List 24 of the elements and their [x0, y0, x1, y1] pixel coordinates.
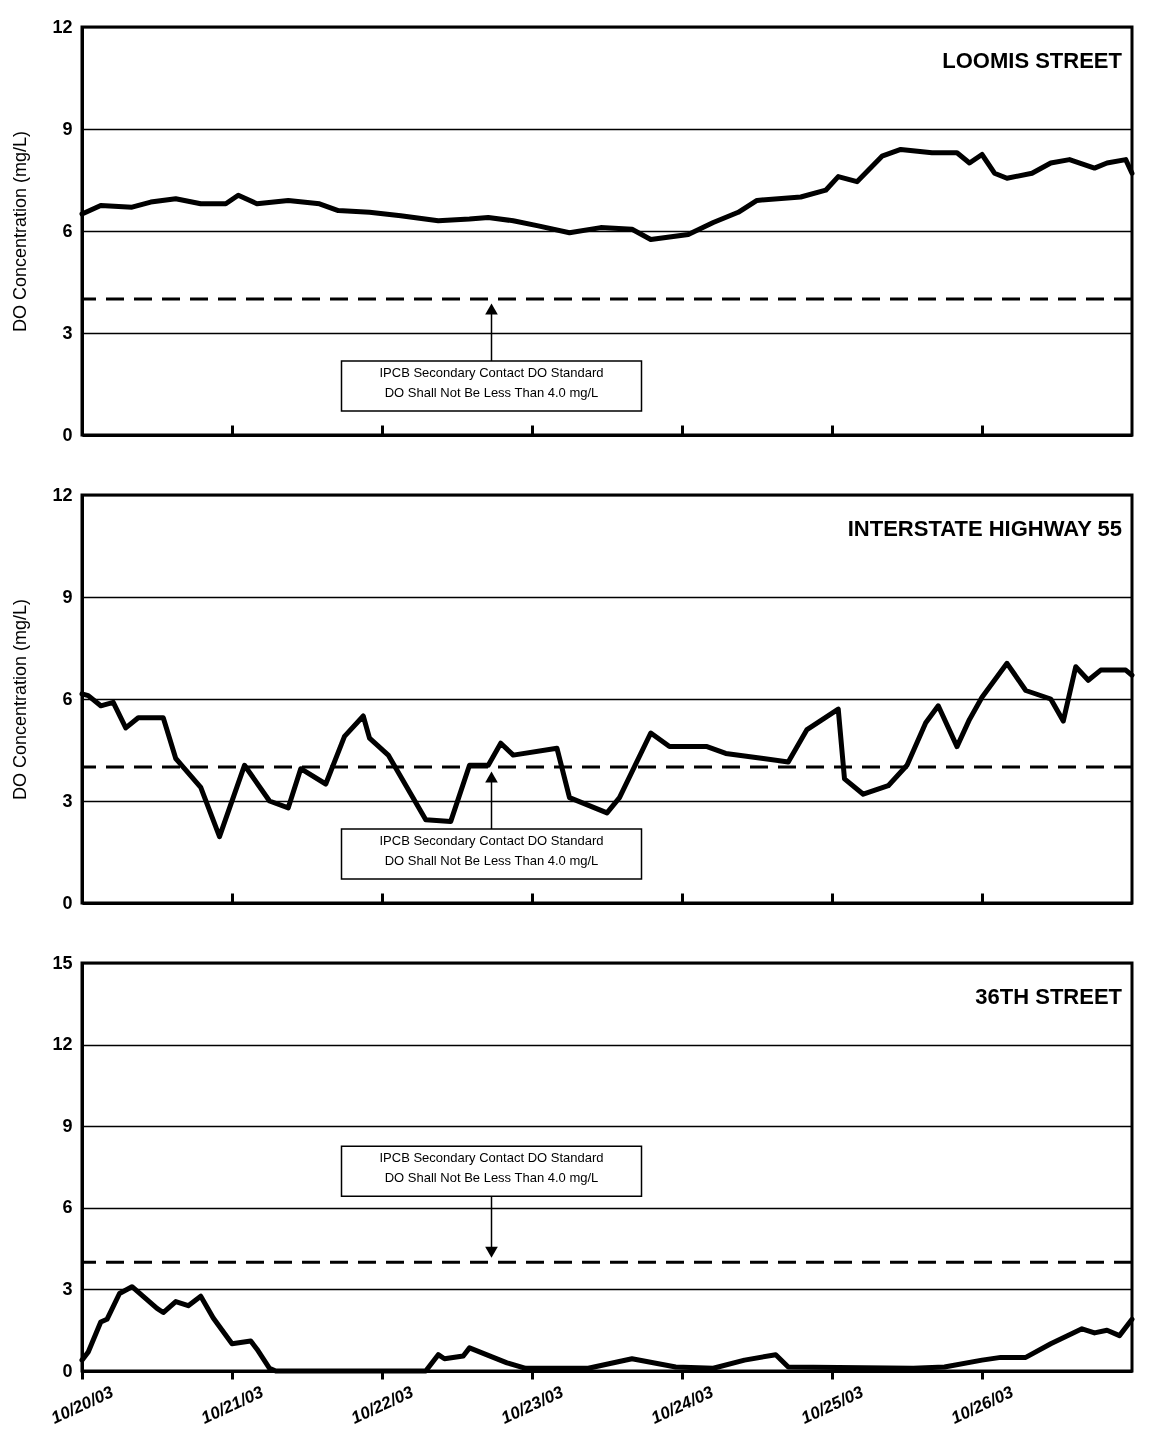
y-tick-label: 0	[62, 1360, 73, 1381]
y-axis-title: DO Concentration (mg/L)	[10, 598, 31, 801]
y-tick-label: 6	[62, 688, 73, 709]
y-tick-label: 6	[62, 1197, 73, 1218]
y-tick-label: 9	[62, 586, 73, 607]
ref-line-label: IPCB Secondary Contact DO Standard DO Shall Not Be Less Than 4.0 mg/L	[379, 833, 604, 868]
y-tick-label: 9	[62, 118, 73, 139]
y-tick-label: 3	[62, 790, 73, 811]
text: 36TH STREET	[975, 984, 1123, 1009]
y-tick-label: 9	[62, 1115, 73, 1136]
ref-line-label: IPCB Secondary Contact DO Standard DO Shall Not Be Less Than 4.0 mg/L	[379, 365, 604, 400]
text: INTERSTATE HIGHWAY 55	[847, 516, 1122, 541]
y-tick-label: 12	[52, 16, 73, 37]
y-tick-label: 3	[62, 1278, 73, 1299]
y-tick-label: 0	[62, 424, 73, 445]
text: LOOMIS STREET	[942, 48, 1123, 73]
y-tick-label: 0	[62, 892, 73, 913]
y-tick-label: 12	[52, 484, 73, 505]
y-tick-label: 6	[62, 220, 73, 241]
y-tick-label: 15	[52, 952, 73, 973]
y-tick-label: 12	[52, 1034, 73, 1055]
ref-line-label: IPCB Secondary Contact DO Standard DO Shall Not Be Less Than 4.0 mg/L	[379, 1150, 604, 1186]
y-tick-label: 3	[62, 322, 73, 343]
y-axis-title: DO Concentration (mg/L)	[10, 130, 31, 333]
